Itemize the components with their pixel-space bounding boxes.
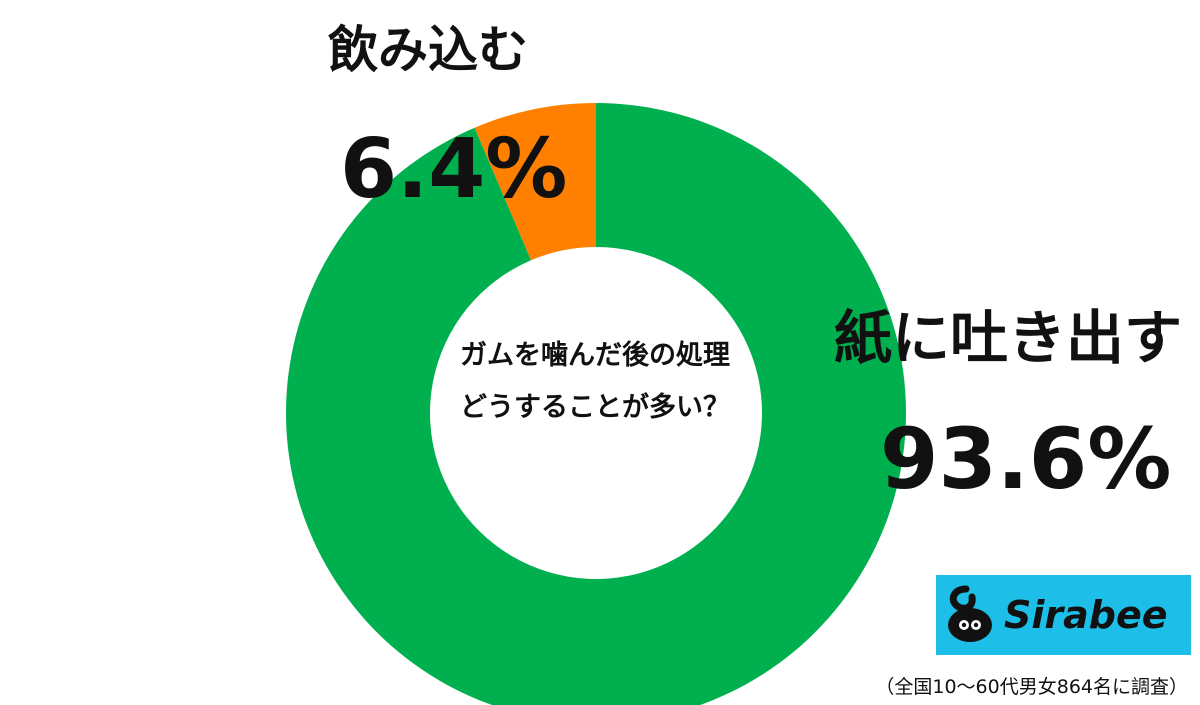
slice-label-swallow: 飲み込む [328,21,528,79]
slice-value-spit-paper: 93.6% [880,410,1172,508]
donut-slice-swallow [474,103,596,261]
slice-label-spit-paper: 紙に吐き出す [834,304,1183,372]
sirabee-mascot-icon [948,585,992,642]
slice-value-swallow: 6.4% [340,122,568,217]
sirabee-logo-text: Sirabee [1004,593,1168,637]
sirabee-logo: Sirabee [936,575,1191,655]
chart-question: ガムを噛んだ後の処理 どうすることが多い？ [425,330,765,434]
survey-footnote: （全国10〜60代男女864名に調査） [875,676,1188,698]
question-line-2: どうすることが多い？ [460,392,730,423]
donut-slice-spit-paper [286,103,906,705]
question-line-1: ガムを噛んだ後の処理 [460,340,730,371]
